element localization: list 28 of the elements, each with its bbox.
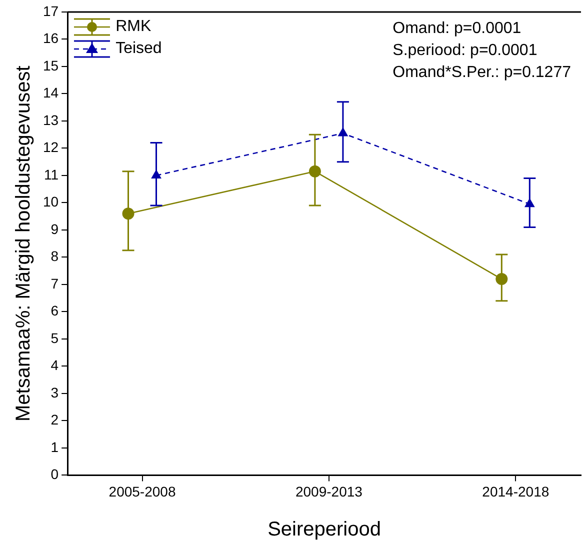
y-tick-label: 13: [42, 112, 59, 128]
y-tick-label: 10: [42, 194, 59, 210]
annotation: S.periood: p=0.0001: [392, 41, 538, 61]
y-tick-label: 9: [50, 220, 59, 237]
y-tick-label: 0: [50, 466, 59, 482]
y-tick-label: 2: [50, 412, 59, 428]
y-tick-label: 12: [42, 139, 59, 156]
y-axis-title: Metsamaa%: Märgid hooldustegevusest: [12, 65, 35, 422]
y-tick-label: 7: [50, 275, 59, 292]
y-tick-label: 3: [50, 384, 59, 400]
legend-label: Teised: [116, 40, 162, 58]
y-tick-label: 16: [42, 30, 59, 46]
annotation: Omand: p=0.0001: [392, 19, 522, 39]
y-tick-label: 5: [50, 330, 59, 346]
y-tick-label: 8: [50, 248, 59, 264]
y-tick-label: 11: [44, 166, 59, 182]
y-tick-label: 6: [50, 302, 59, 319]
x-axis-title: Seireperiood: [268, 518, 381, 541]
y-tick-label: 4: [50, 357, 59, 374]
annotation: Omand*S.Per.: p=0.1277: [392, 63, 571, 83]
y-tick-label: 1: [50, 438, 59, 455]
x-tick-label: 2009-2013: [295, 483, 363, 500]
x-tick-label: 2005-2008: [108, 483, 176, 500]
y-tick-label: 15: [42, 57, 59, 74]
x-tick-label: 2014-2018: [482, 483, 550, 500]
y-tick-label: 17: [42, 2, 59, 19]
legend-label: RMK: [116, 18, 152, 36]
y-tick-label: 14: [42, 84, 59, 101]
